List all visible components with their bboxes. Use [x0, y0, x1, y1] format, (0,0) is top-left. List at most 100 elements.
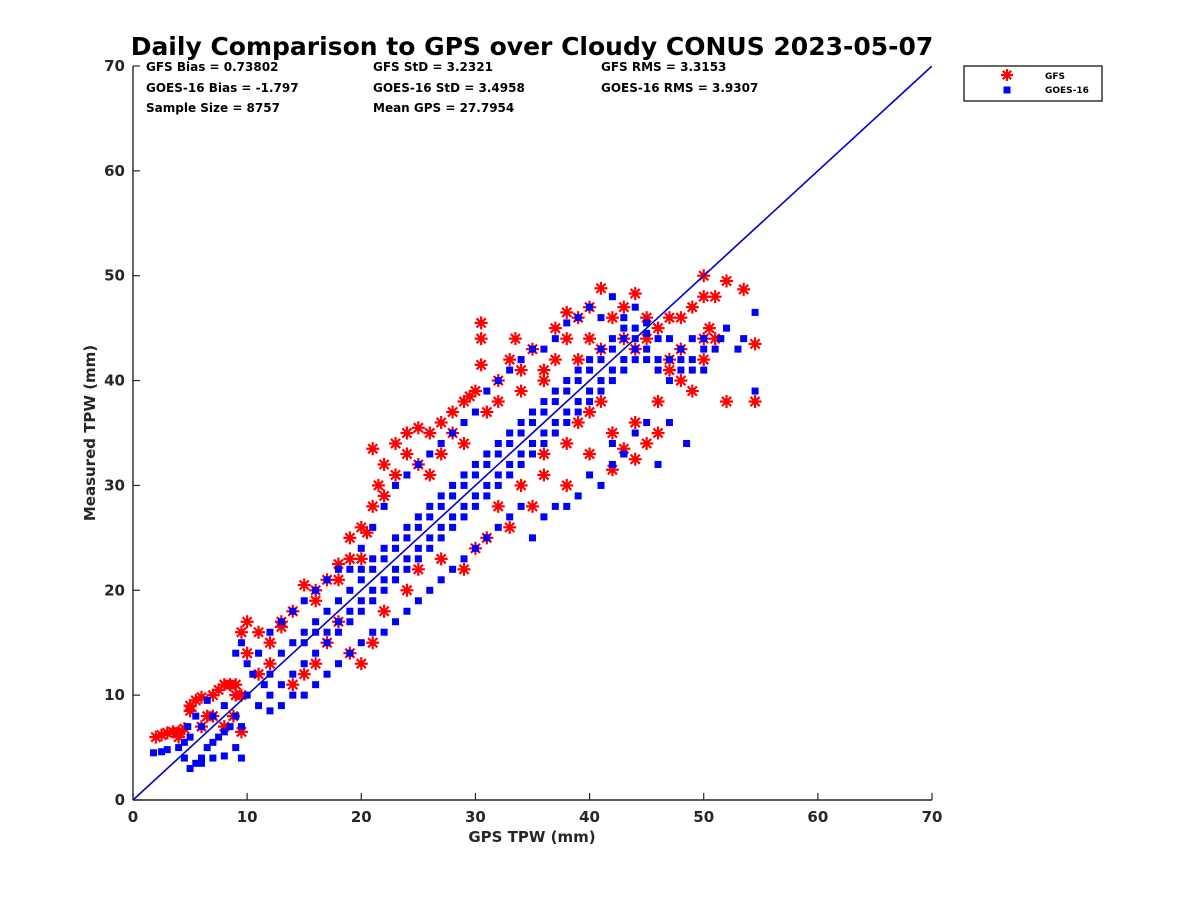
goes16-point: [631, 324, 639, 332]
goes16-point: [357, 639, 365, 647]
asterisk-stroke: [390, 438, 401, 449]
plot-marks: [133, 66, 932, 800]
asterisk-stroke: [367, 501, 379, 512]
goes16-point: [460, 471, 468, 479]
gfs-point: [662, 311, 676, 325]
goes16-point: [529, 450, 536, 458]
asterisk-stroke: [173, 731, 185, 743]
goes16-point: [369, 555, 377, 563]
goes16-point: [163, 746, 171, 754]
goes16-point: [392, 534, 400, 542]
gfs-point: [583, 405, 597, 419]
goes16-point: [506, 429, 514, 437]
goes16-point: [220, 752, 228, 760]
stat-text: GOES-16 RMS = 3.9307: [601, 81, 758, 95]
goes16-point: [631, 356, 639, 364]
asterisk-stroke: [664, 364, 675, 376]
goes16-point: [654, 356, 662, 364]
asterisk-stroke: [355, 658, 367, 670]
goes16-point: [192, 759, 200, 767]
goes16-point: [643, 356, 651, 364]
asterisk-stroke: [504, 354, 516, 365]
goes16-point: [683, 439, 691, 447]
asterisk-stroke: [401, 427, 413, 439]
goes16-point: [449, 492, 457, 500]
goes16-point: [517, 502, 525, 510]
asterisk-stroke: [607, 427, 618, 439]
gfs-point: [331, 573, 345, 587]
gfs-point: [400, 426, 414, 440]
asterisk-stroke: [230, 689, 242, 701]
goes16-point: [392, 576, 400, 584]
goes16-point: [620, 366, 628, 374]
goes16-point: [346, 618, 354, 626]
asterisk-stroke: [515, 364, 527, 376]
asterisk-stroke: [652, 427, 664, 439]
gfs-point: [343, 552, 357, 566]
goes16-point: [483, 492, 491, 500]
goes16-point: [289, 639, 297, 647]
goes16-point: [506, 471, 514, 479]
goes16-point: [574, 398, 582, 406]
goes16-point: [483, 460, 491, 468]
goes16-point: [597, 481, 605, 489]
asterisk-stroke: [561, 307, 573, 318]
goes16-point: [751, 387, 759, 395]
goes16-point: [643, 329, 651, 337]
goes16-point: [494, 471, 502, 479]
goes16-point: [209, 754, 217, 762]
gfs-point: [514, 363, 528, 377]
goes16-point: [158, 748, 166, 756]
asterisk-stroke: [333, 574, 344, 586]
asterisk-stroke: [230, 679, 242, 691]
goes16-point: [631, 303, 639, 311]
goes16-point: [312, 618, 320, 626]
gfs-point: [309, 657, 323, 671]
asterisk-stroke: [475, 317, 487, 329]
gfs-point: [377, 489, 391, 503]
asterisk-stroke: [510, 333, 521, 345]
goes16-point: [346, 649, 354, 657]
asterisk-stroke: [424, 469, 436, 481]
goes16-point: [237, 754, 245, 762]
asterisk-stroke: [424, 427, 436, 439]
goes16-point: [563, 419, 571, 427]
asterisk-stroke: [298, 668, 310, 680]
asterisk-stroke: [749, 338, 761, 350]
gfs-point: [628, 416, 642, 430]
goes16-point: [277, 681, 285, 689]
asterisk-stroke: [629, 453, 641, 465]
goes16-point: [197, 754, 205, 762]
goes16-point: [426, 544, 434, 552]
goes16-point: [277, 702, 285, 710]
y-tick-label: 10: [104, 686, 125, 704]
goes16-point: [403, 565, 411, 573]
legend-gfs-marker: [1001, 69, 1013, 81]
gfs-point: [366, 636, 380, 650]
gfs-point: [252, 625, 266, 639]
gfs-point: [685, 384, 699, 398]
goes16-point: [403, 534, 411, 542]
goes16-point: [186, 765, 194, 773]
stat-text: GOES-16 StD = 3.4958: [373, 81, 525, 95]
goes16-point: [506, 366, 514, 374]
goes16-point: [563, 387, 571, 395]
goes16-point: [449, 481, 457, 489]
asterisk-stroke: [264, 658, 276, 670]
goes16-point: [184, 723, 192, 731]
goes16-point: [220, 702, 228, 710]
gfs-point: [628, 452, 642, 466]
gfs-point: [571, 416, 585, 430]
gfs-point: [560, 332, 574, 346]
goes16-point: [437, 534, 445, 542]
goes16-point: [529, 408, 536, 416]
stat-text: Sample Size = 8757: [146, 101, 280, 115]
asterisk-stroke: [584, 333, 595, 345]
goes16-point: [437, 492, 445, 500]
goes16-point: [449, 429, 457, 437]
goes16-point: [346, 607, 354, 615]
goes16-point: [551, 419, 559, 427]
goes16-point: [540, 408, 548, 416]
gfs-point: [491, 395, 505, 409]
goes16-point: [551, 398, 559, 406]
